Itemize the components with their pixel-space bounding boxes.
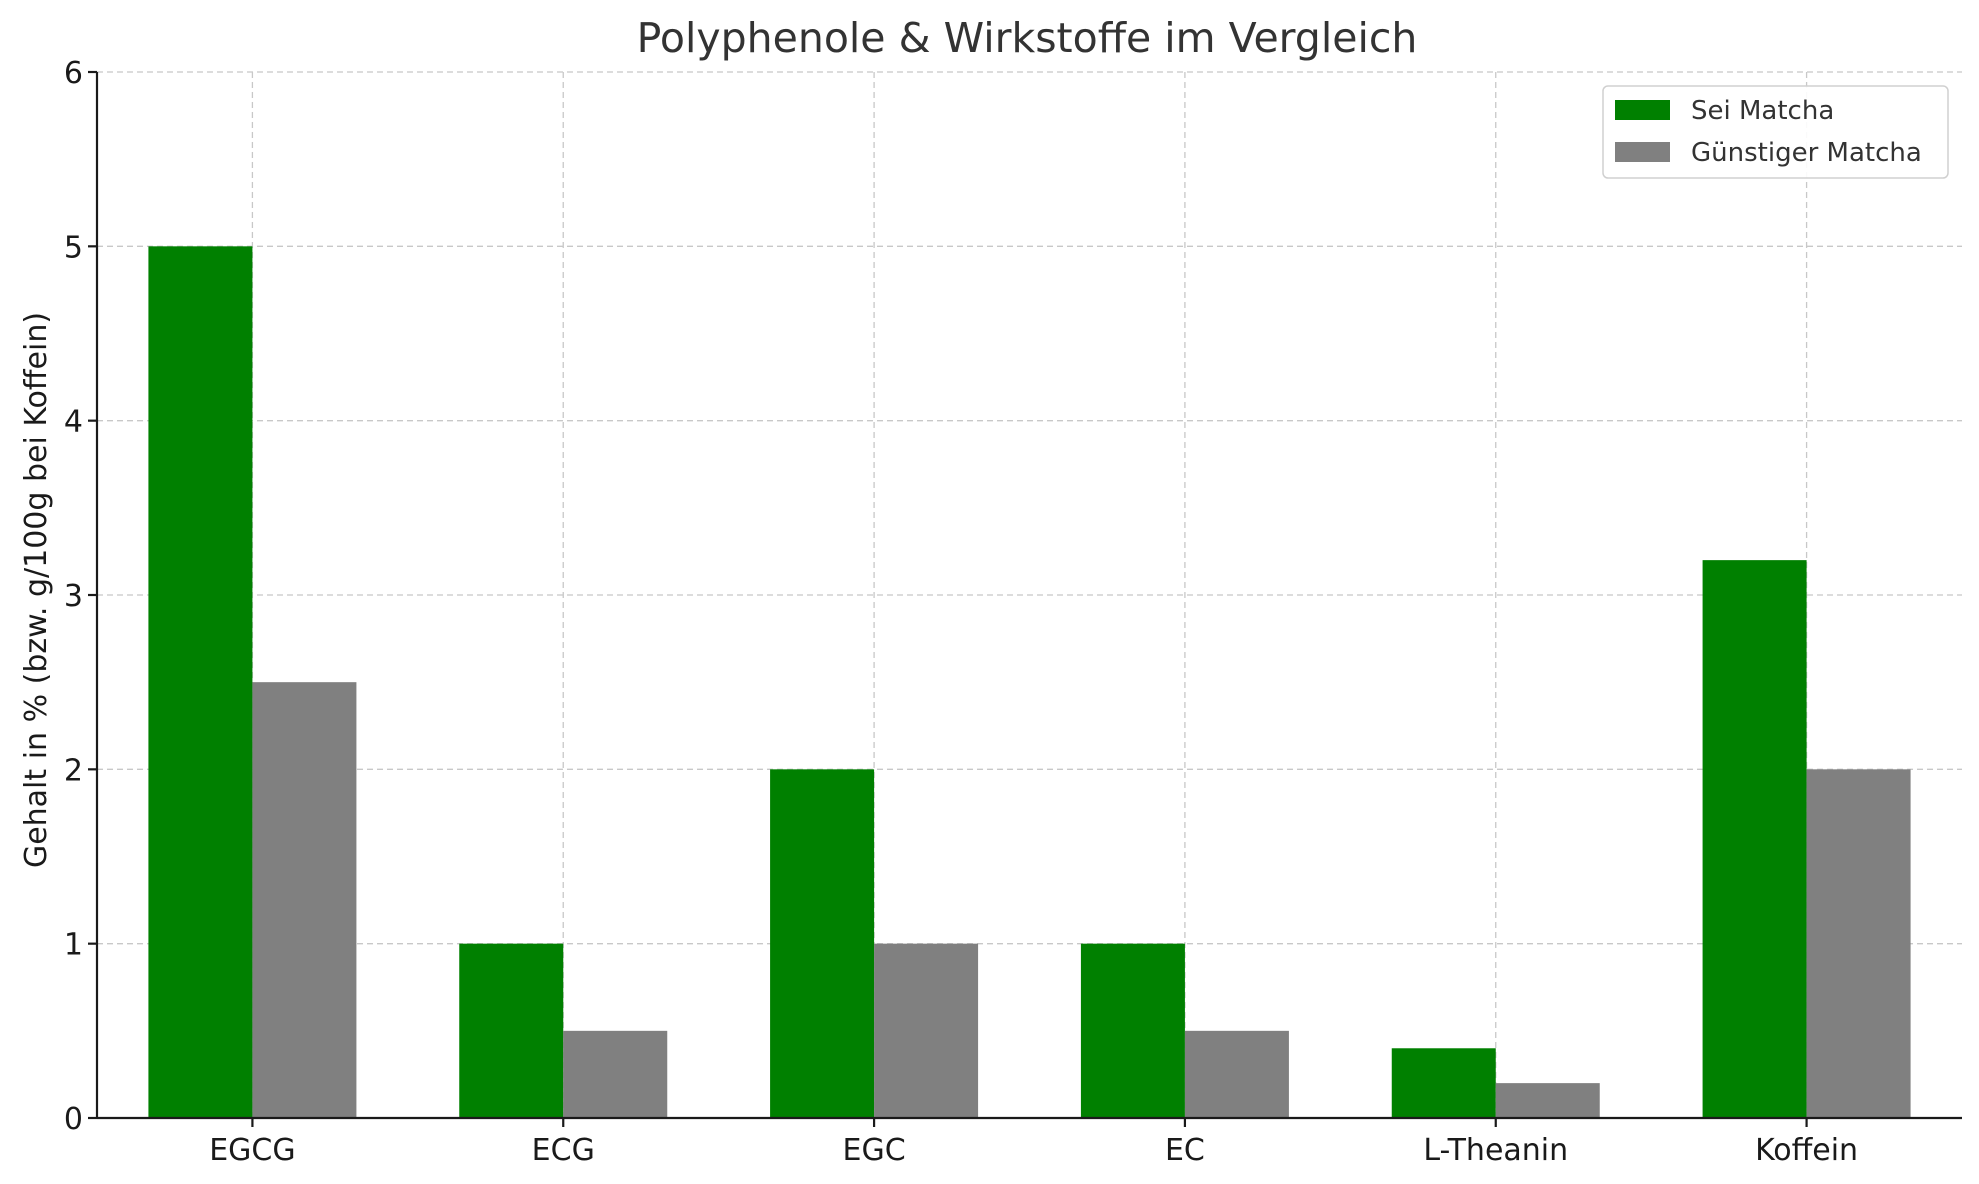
y-axis-label: Gehalt in % (bzw. g/100g bei Koffein) — [19, 312, 54, 868]
y-tick-label: 4 — [64, 405, 83, 440]
legend-swatch — [1615, 142, 1670, 162]
y-tick-label: 2 — [64, 753, 83, 788]
chart-title: Polyphenole & Wirkstoffe im Vergleich — [637, 14, 1418, 62]
bar-g-nstiger-matcha-l-theanin — [1495, 1083, 1600, 1118]
axes — [88, 70, 1962, 1127]
bar-sei-matcha-ecg — [459, 943, 564, 1118]
x-tick-label: L-Theanin — [1423, 1133, 1568, 1168]
legend-label: Sei Matcha — [1691, 96, 1834, 126]
bar-sei-matcha-egcg — [148, 246, 253, 1119]
y-tick-label: 1 — [64, 928, 83, 963]
y-tick-label: 5 — [64, 230, 83, 265]
bars — [148, 246, 1911, 1119]
grid-lines — [97, 71, 1962, 1119]
x-tick-label: ECG — [532, 1133, 595, 1168]
tick-labels: 0 1 2 3 4 5 6 EGCG ECG EGC EC L-Theanin Koffein — [64, 56, 1858, 1168]
bar-g-nstiger-matcha-koffein — [1806, 769, 1911, 1118]
bar-sei-matcha-egc — [770, 769, 875, 1118]
y-tick-label: 0 — [64, 1102, 83, 1137]
x-tick-label: Koffein — [1755, 1133, 1858, 1168]
legend-box — [1602, 85, 1949, 179]
bar-sei-matcha-ec — [1080, 943, 1185, 1118]
x-tick-label: EC — [1165, 1133, 1205, 1168]
legend-swatch — [1615, 100, 1670, 120]
y-tick-label: 6 — [64, 56, 83, 91]
bar-sei-matcha-l-theanin — [1391, 1048, 1496, 1118]
bar-g-nstiger-matcha-egcg — [252, 682, 357, 1118]
x-tick-label: EGCG — [209, 1133, 295, 1168]
y-tick-label: 3 — [64, 579, 83, 614]
bar-sei-matcha-koffein — [1702, 560, 1807, 1118]
bar-g-nstiger-matcha-ec — [1184, 1030, 1289, 1118]
legend-label: Günstiger Matcha — [1691, 138, 1922, 168]
bar-g-nstiger-matcha-egc — [874, 943, 979, 1118]
bar-g-nstiger-matcha-ecg — [563, 1030, 668, 1118]
legend: Sei Matcha Günstiger Matcha — [1602, 85, 1949, 179]
x-tick-label: EGC — [843, 1133, 906, 1168]
